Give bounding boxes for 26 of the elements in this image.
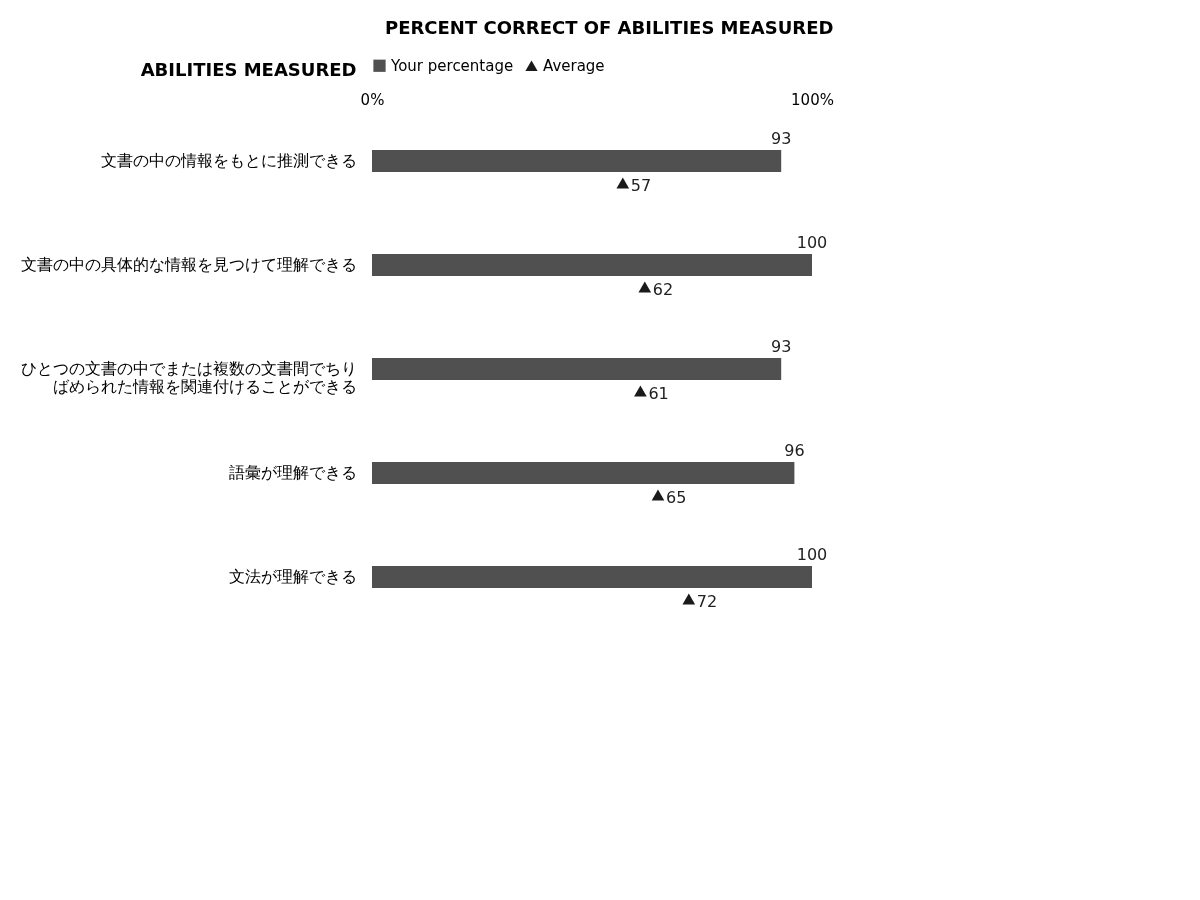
data-label: 62	[652, 280, 674, 299]
point	[638, 281, 652, 293]
point	[682, 593, 696, 605]
data-label: 93	[771, 337, 792, 356]
legend-label: Your percentage	[390, 56, 514, 75]
data-label: 65	[666, 488, 687, 507]
data-label: 100	[796, 545, 828, 564]
y-tick-label: 文書の中の具体的な情報を見つけて理解できる	[20, 255, 357, 274]
point	[634, 385, 647, 397]
legend-label: Average	[543, 56, 605, 75]
x-tick-label: 100%	[791, 90, 834, 109]
y-tick-label: 語彙が理解できる	[228, 463, 357, 482]
point	[616, 177, 630, 189]
data-label: 57	[630, 176, 652, 195]
chart-title: PERCENT CORRECT OF ABILITIES MEASURED	[384, 17, 834, 38]
x-tick-label: 0%	[360, 90, 385, 109]
y-axis-title: ABILITIES MEASURED	[140, 58, 357, 80]
data-label: 96	[784, 441, 805, 460]
data-label: 93	[771, 129, 792, 148]
data-label: 72	[696, 592, 718, 611]
y-tick-label: ひとつの文書の中でまたは複数の文書間でちりばめられた情報を関連付けることができる	[20, 359, 357, 396]
y-tick-label: 文法が理解できる	[228, 567, 357, 586]
data-label: 100	[796, 233, 828, 252]
y-tick-label: 文書の中の情報をもとに推測できる	[100, 151, 357, 170]
point	[651, 489, 665, 501]
data-label: 61	[648, 384, 669, 403]
